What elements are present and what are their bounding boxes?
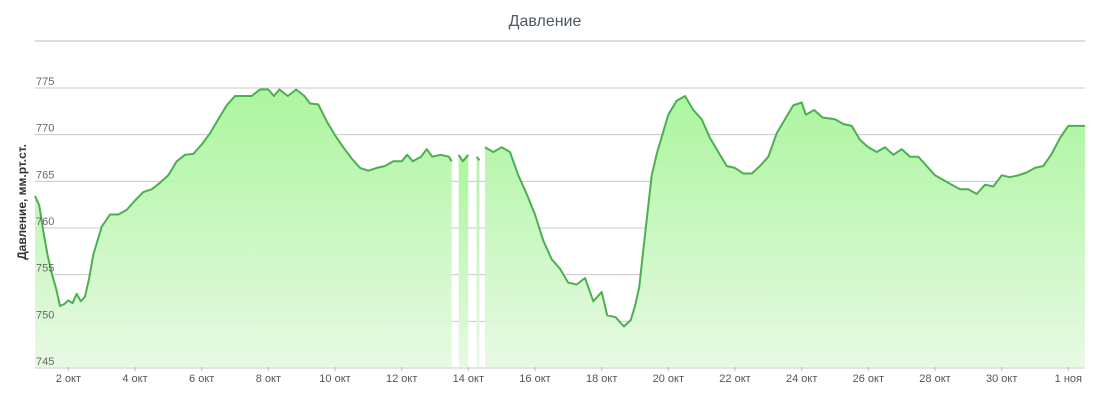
- y-tick-label: 755: [36, 263, 54, 275]
- x-tick-label: 12 окт: [386, 373, 417, 385]
- series-area: [458, 154, 469, 367]
- x-axis-ticks: 2 окт 4 окт 6 окт 8 окт 10 окт 12 окт 14 окт 16…: [56, 367, 1082, 385]
- chart-title: Давление: [509, 13, 582, 30]
- y-tick-label: 745: [36, 356, 54, 368]
- x-tick-label: 2 окт: [56, 373, 81, 385]
- series-line: [34, 88, 453, 307]
- y-axis-ticks: 745 750 755 760 765 770 775: [36, 76, 54, 368]
- x-tick-label: 24 окт: [786, 373, 817, 385]
- x-tick-label: 4 окт: [122, 373, 147, 385]
- series-area: [476, 156, 480, 367]
- x-tick-label: 18 окт: [586, 373, 617, 385]
- y-axis-label: Давление, мм.рт.ст.: [15, 144, 29, 260]
- x-tick-label: 8 окт: [256, 373, 281, 385]
- y-tick-label: 765: [36, 169, 54, 181]
- y-tick-label: 775: [36, 76, 54, 88]
- x-tick-label: 30 окт: [986, 373, 1017, 385]
- series-line: [484, 95, 1085, 328]
- x-tick-label: 1 ноя: [1055, 373, 1082, 385]
- series-line: [475, 156, 481, 161]
- series-area: [35, 89, 452, 367]
- x-tick-label: 28 окт: [919, 373, 950, 385]
- series-area: [485, 96, 1085, 367]
- x-tick-label: 10 окт: [319, 373, 350, 385]
- y-tick-label: 750: [36, 309, 54, 321]
- y-tick-label: 770: [36, 123, 54, 135]
- x-tick-label: 20 окт: [653, 373, 684, 385]
- area-fills: [35, 89, 1085, 367]
- series-lines: [34, 88, 1085, 328]
- x-tick-label: 22 окт: [719, 373, 750, 385]
- y-tick-label: 760: [36, 216, 54, 228]
- x-tick-label: 16 окт: [519, 373, 550, 385]
- x-tick-label: 6 окт: [189, 373, 214, 385]
- x-tick-label: 14 окт: [453, 373, 484, 385]
- series-line: [457, 154, 470, 163]
- x-tick-label: 26 окт: [853, 373, 884, 385]
